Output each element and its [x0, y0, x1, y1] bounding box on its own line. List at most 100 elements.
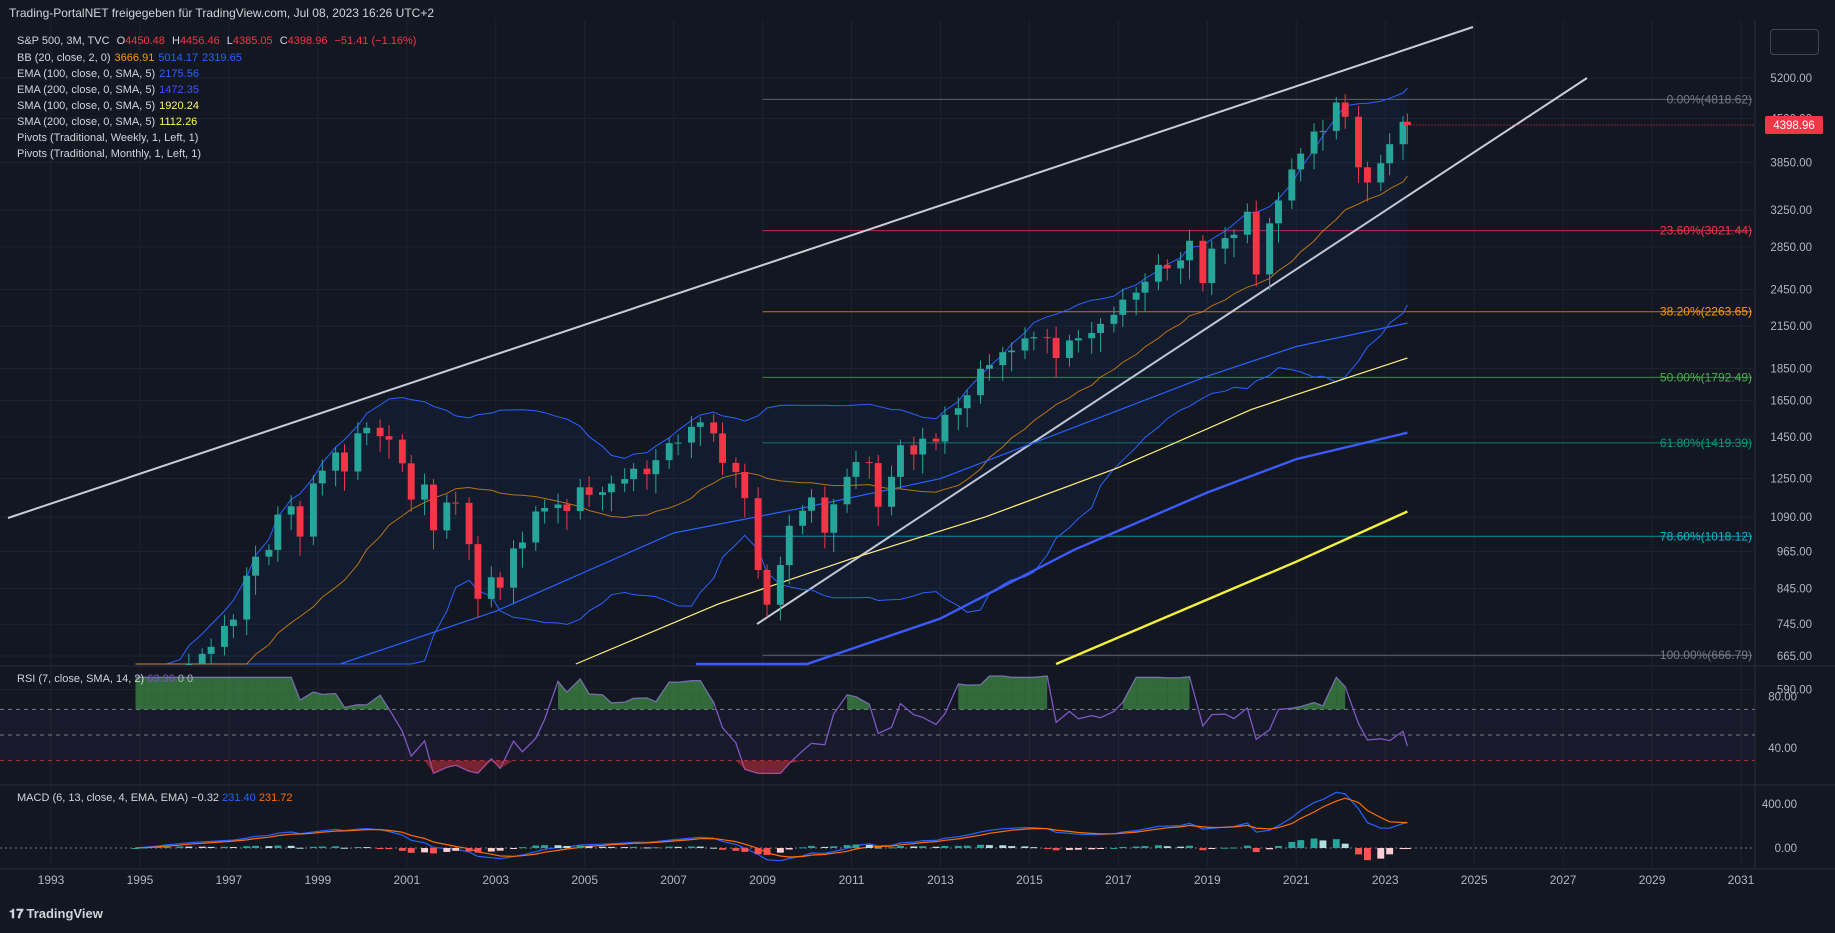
- rsi-overbought-fill: [1011, 677, 1025, 710]
- macd-histogram-bar: [696, 846, 704, 848]
- candle-body: [941, 414, 949, 442]
- candle-body: [1074, 338, 1082, 341]
- candle-body: [532, 511, 540, 543]
- candle-body: [354, 433, 362, 472]
- rsi-oversold-fill: [446, 760, 456, 768]
- macd-histogram-bar: [309, 846, 317, 848]
- indicator-legend-list: BB (20, close, 2, 0) 3666.91 5014.17 2319.6…: [17, 50, 246, 162]
- time-tick-label: 2021: [1283, 873, 1310, 887]
- indicator-label: Pivots (Traditional, Weekly, 1, Left, 1): [17, 132, 199, 144]
- bb-lower-line: [135, 304, 1408, 665]
- candle-body: [1110, 314, 1118, 324]
- macd-histogram-bar: [687, 846, 695, 848]
- macd-histogram-bar: [674, 846, 682, 848]
- price-tick-label: 2850.00: [1770, 242, 1812, 254]
- macd-histogram-bar: [243, 846, 251, 848]
- macd-histogram-bar: [985, 845, 993, 848]
- candle-body: [865, 462, 873, 464]
- macd-histogram-bar: [430, 848, 437, 854]
- candle-body: [963, 395, 971, 409]
- candle-body: [376, 427, 384, 437]
- rsi-overbought-fill: [678, 680, 692, 710]
- rsi-overbought-fill: [313, 691, 323, 710]
- candle-body: [1097, 323, 1105, 333]
- macd-histogram-bar: [443, 848, 451, 852]
- candle-body: [643, 468, 651, 475]
- chart-menu-button[interactable]: [1770, 29, 1819, 55]
- candle-body: [1008, 350, 1016, 353]
- macd-histogram-bar: [518, 847, 526, 849]
- rsi-overbought-fill: [1033, 676, 1048, 710]
- macd-histogram-bar: [1363, 848, 1371, 861]
- rsi-overbought-fill: [1167, 677, 1181, 710]
- indicator-value: 5014.17: [158, 52, 199, 64]
- rsi-overbought-fill: [166, 677, 180, 710]
- rsi-overbought-fill: [580, 678, 590, 710]
- indicator-legend-item[interactable]: SMA (200, close, 0, SMA, 5) 1112.26: [17, 114, 246, 130]
- fib-level-label: 78.60%(1018.12): [1660, 529, 1752, 543]
- candle-body: [421, 484, 429, 500]
- indicator-legend-item[interactable]: SMA (100, close, 0, SMA, 5) 1920.24: [17, 98, 246, 114]
- indicator-legend-item[interactable]: BB (20, close, 2, 0) 3666.91 5014.17 2319.6…: [17, 50, 246, 66]
- fib-level-label: 61.80%(1419.39): [1660, 436, 1752, 450]
- price-tick-label: 1090.00: [1770, 512, 1812, 524]
- rsi-overbought-fill: [847, 694, 856, 710]
- time-tick-label: 2005: [571, 873, 598, 887]
- fib-level-label: 100.00%(666.79): [1660, 648, 1752, 662]
- candle-body: [1288, 169, 1296, 201]
- candle-body: [1221, 238, 1229, 249]
- macd-histogram-bar: [274, 845, 282, 848]
- candle-body: [719, 433, 726, 463]
- macd-histogram-bar: [585, 846, 593, 848]
- sma-200-line: [1055, 510, 1408, 666]
- candle-body: [732, 462, 740, 472]
- candle-body: [252, 556, 260, 576]
- macd-histogram-bar: [554, 845, 562, 848]
- ohlc-open: O4450.48: [116, 35, 165, 47]
- time-tick-label: 1997: [216, 873, 243, 887]
- macd-legend[interactable]: MACD (6, 13, close, 4, EMA, EMA) −0.32 2…: [17, 792, 293, 804]
- candle-body: [985, 365, 993, 369]
- candle-body: [363, 427, 371, 434]
- indicator-legend-item[interactable]: EMA (200, close, 0, SMA, 5) 1472.35: [17, 82, 246, 98]
- rsi-overbought-fill: [958, 683, 968, 710]
- rsi-overbought-fill: [1314, 702, 1323, 710]
- candle-body: [1132, 292, 1140, 300]
- candle-body: [897, 445, 904, 477]
- fib-level-label: 0.00%(4818.62): [1667, 92, 1752, 106]
- rsi-oversold-fill: [491, 760, 501, 769]
- macd-histogram-bar: [665, 846, 673, 848]
- candle-body: [1199, 240, 1207, 284]
- candle-body: [1119, 299, 1127, 315]
- candle-body: [888, 476, 895, 507]
- rsi-legend[interactable]: RSI (7, close, SMA, 14, 2) 63.36 0 0: [17, 673, 194, 685]
- indicator-legend-item[interactable]: EMA (100, close, 0, SMA, 5) 2175.56: [17, 66, 246, 82]
- candle-body: [332, 452, 340, 471]
- macd-histogram-bar: [1297, 840, 1305, 848]
- price-tick-label: 1650.00: [1770, 396, 1812, 408]
- candle-body: [1404, 121, 1411, 126]
- instrument-name: S&P 500, 3M, TVC: [17, 35, 110, 47]
- rsi-oversold-fill: [758, 760, 768, 774]
- candle-body: [741, 471, 749, 499]
- rsi-overbought-fill: [380, 695, 389, 710]
- candle-body: [287, 506, 295, 515]
- macd-histogram-bar: [1252, 848, 1260, 853]
- indicator-legend-item[interactable]: Pivots (Traditional, Monthly, 1, Left, 1…: [17, 146, 246, 162]
- candle-body: [1275, 200, 1282, 224]
- candle-body: [919, 438, 927, 455]
- candle-body: [1163, 264, 1171, 269]
- macd-histogram-bar: [910, 846, 918, 848]
- macd-histogram-bar: [1097, 848, 1105, 849]
- instrument-legend[interactable]: S&P 500, 3M, TVC O4450.48 H4456.46 L4385…: [17, 33, 420, 49]
- macd-histogram-bar: [1221, 847, 1229, 849]
- candle-body: [1141, 281, 1149, 293]
- candle-body: [1363, 167, 1371, 183]
- candle-body: [443, 502, 451, 531]
- indicator-legend-item[interactable]: Pivots (Traditional, Weekly, 1, Left, 1): [17, 130, 246, 146]
- macd-histogram-bar: [398, 848, 406, 851]
- ohlc-change: −51.41 (−1.16%): [334, 35, 417, 47]
- candle-body: [1052, 337, 1060, 359]
